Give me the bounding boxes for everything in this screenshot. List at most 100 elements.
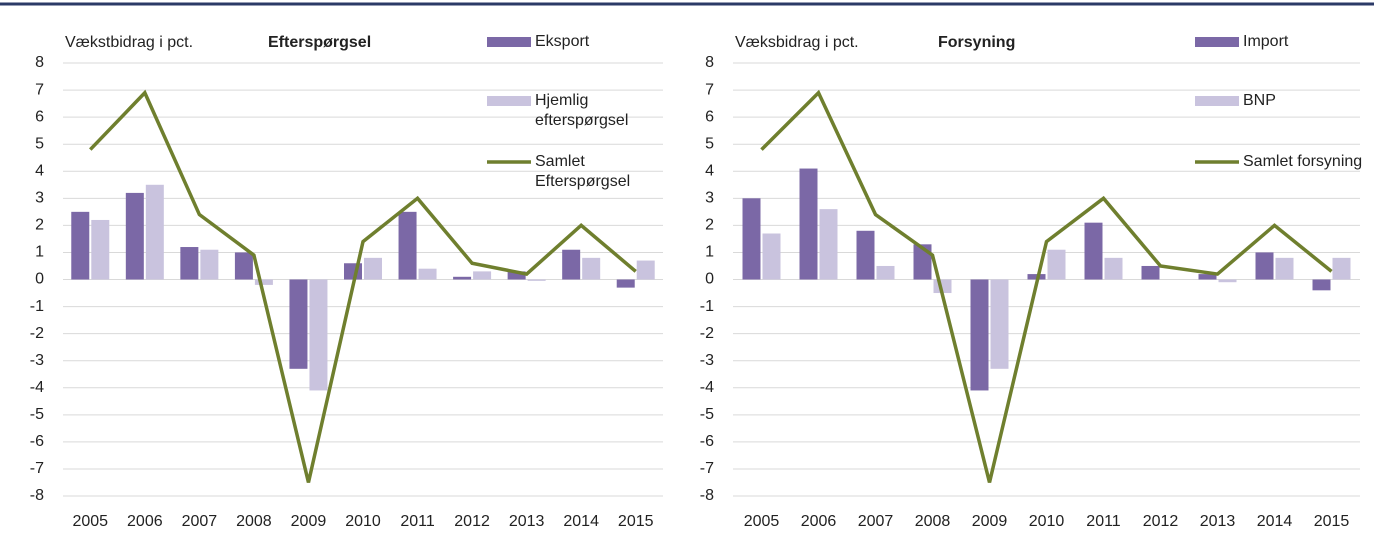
bar — [1047, 249, 1066, 280]
y-tick-label: 1 — [35, 244, 44, 261]
y-tick-label: -1 — [30, 298, 44, 315]
y-tick-label: 6 — [35, 108, 44, 125]
y-tick-label: 8 — [35, 54, 44, 71]
x-tick-label: 2007 — [858, 513, 894, 530]
bar — [856, 230, 875, 280]
bar — [91, 219, 110, 280]
x-tick-label: 2009 — [972, 513, 1008, 530]
bar — [742, 198, 761, 280]
bar — [970, 279, 989, 391]
y-tick-label: -4 — [30, 379, 44, 396]
y-tick-label: -7 — [30, 460, 44, 477]
y-tick-label: 4 — [705, 162, 714, 179]
x-tick-label: 2007 — [182, 513, 218, 530]
bar — [1275, 257, 1294, 280]
bar — [473, 271, 492, 280]
y-tick-label: 5 — [35, 135, 44, 152]
bar — [876, 265, 895, 280]
legend-label: Import — [1243, 33, 1289, 50]
bar — [289, 279, 308, 369]
x-tick-label: 2014 — [563, 513, 599, 530]
y-tick-label: 0 — [35, 271, 44, 288]
bar — [234, 252, 253, 280]
x-tick-label: 2005 — [744, 513, 780, 530]
chart-title: Forsyning — [938, 34, 1015, 51]
x-tick-label: 2005 — [72, 513, 108, 530]
bar — [819, 209, 838, 280]
x-tick-label: 2011 — [1086, 513, 1121, 530]
legend-label: Eksport — [535, 33, 590, 50]
y-tick-label: -3 — [30, 352, 44, 369]
legend-label: Hjemlig efterspørgsel — [535, 92, 629, 129]
y-tick-label: -8 — [700, 487, 714, 504]
y-axis-label: Væksbidrag i pct. — [735, 34, 859, 51]
bar — [762, 233, 781, 280]
x-tick-label: 2006 — [127, 513, 163, 530]
bar — [636, 260, 655, 280]
bar — [507, 271, 526, 280]
bar — [582, 257, 601, 280]
y-tick-label: 6 — [705, 108, 714, 125]
y-tick-label: 0 — [705, 271, 714, 288]
x-tick-label: 2010 — [1029, 513, 1065, 530]
x-tick-label: 2012 — [454, 513, 490, 530]
y-tick-label: 2 — [35, 217, 44, 234]
y-tick-label: -4 — [700, 379, 714, 396]
bar — [453, 276, 472, 280]
bar — [364, 257, 382, 280]
bar — [1198, 274, 1217, 280]
x-tick-label: 2009 — [291, 513, 327, 530]
bar — [1218, 279, 1237, 283]
chart-title: Efterspørgsel — [268, 34, 371, 51]
legend-label: Samlet forsyning — [1243, 153, 1363, 170]
bar — [799, 168, 818, 280]
y-axis-label: Vækstbidrag i pct. — [65, 34, 193, 51]
legend-label: BNP — [1243, 92, 1276, 109]
x-tick-label: 2008 — [236, 513, 272, 530]
bar — [418, 268, 437, 280]
bar — [398, 211, 417, 280]
legend-swatch — [1195, 37, 1239, 47]
y-tick-label: -8 — [30, 487, 44, 504]
y-tick-label: -5 — [30, 406, 44, 423]
y-tick-label: -6 — [30, 433, 44, 450]
bar — [562, 249, 581, 280]
legend-swatch — [487, 96, 531, 106]
line — [760, 89, 1333, 483]
y-tick-label: 2 — [705, 217, 714, 234]
bar — [1084, 222, 1103, 280]
x-tick-label: 2010 — [345, 513, 381, 530]
bar — [145, 184, 164, 280]
y-tick-label: -1 — [700, 298, 714, 315]
y-tick-label: 1 — [705, 244, 714, 261]
bar — [254, 279, 273, 285]
x-tick-label: 2013 — [1200, 513, 1236, 530]
y-tick-label: 5 — [705, 135, 714, 152]
x-tick-label: 2015 — [1314, 513, 1350, 530]
bar — [990, 279, 1009, 369]
x-tick-label: 2011 — [400, 513, 435, 530]
bar — [616, 279, 635, 288]
y-tick-label: -2 — [30, 325, 44, 342]
bar — [1255, 252, 1274, 280]
bar — [1141, 265, 1160, 280]
bar — [180, 247, 199, 280]
x-tick-label: 2008 — [915, 513, 951, 530]
bar — [200, 249, 219, 280]
x-tick-label: 2015 — [618, 513, 654, 530]
bar — [71, 211, 90, 280]
y-tick-label: -7 — [700, 460, 714, 477]
bar — [1104, 257, 1123, 280]
x-tick-label: 2012 — [1143, 513, 1179, 530]
bar — [527, 279, 546, 281]
y-tick-label: -5 — [700, 406, 714, 423]
y-tick-label: -2 — [700, 325, 714, 342]
y-tick-label: -6 — [700, 433, 714, 450]
legend-swatch — [1195, 96, 1239, 106]
line — [89, 89, 637, 483]
x-tick-label: 2014 — [1257, 513, 1293, 530]
x-tick-label: 2013 — [509, 513, 545, 530]
y-tick-label: 4 — [35, 162, 44, 179]
